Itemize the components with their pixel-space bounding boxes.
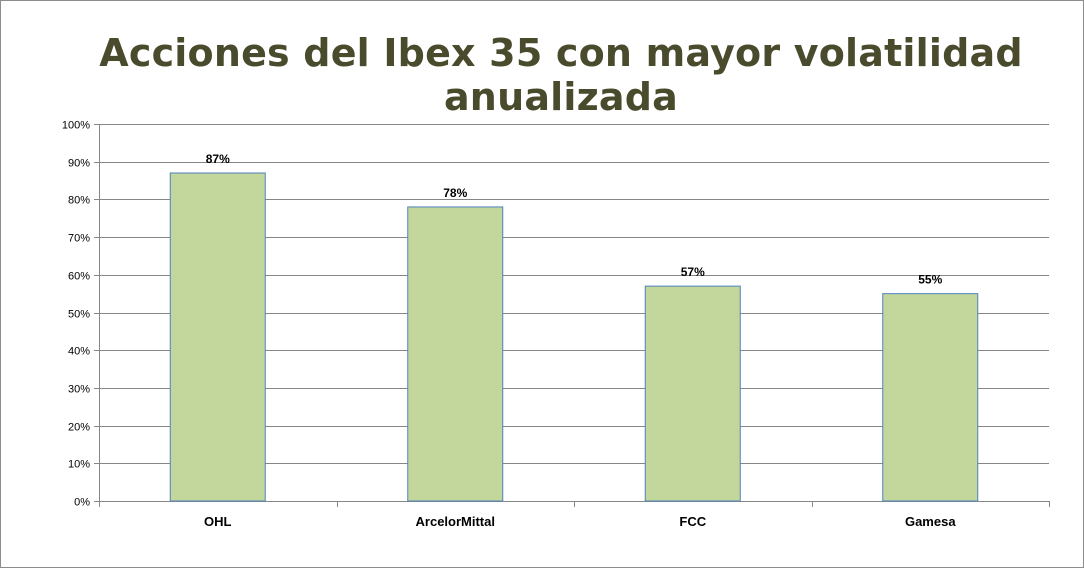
y-tick-label: 90% <box>68 158 90 170</box>
bar-arcelormittal <box>407 206 504 502</box>
y-tick-label: 0% <box>74 497 90 509</box>
data-label: 57% <box>681 265 705 279</box>
y-tick-label: 80% <box>68 195 90 207</box>
y-tick-label: 40% <box>68 346 90 358</box>
y-tick-label: 20% <box>68 422 90 434</box>
category-label: Gamesa <box>905 514 956 529</box>
y-tick-label: 60% <box>68 271 90 283</box>
category-label: ArcelorMittal <box>416 514 495 529</box>
chart-title: Acciones del Ibex 35 con mayor volatilid… <box>99 31 1023 119</box>
y-tick-label: 100% <box>62 120 90 132</box>
labels: 87% OHL 78% ArcelorMittal 57% FCC 55% Gamesa <box>204 152 956 529</box>
data-label: 87% <box>206 152 230 166</box>
bar-ohl <box>169 172 266 502</box>
category-label: FCC <box>679 514 706 529</box>
y-tick-label: 30% <box>68 384 90 396</box>
bar-fcc <box>644 285 741 502</box>
y-tick-label: 70% <box>68 233 90 245</box>
data-label: 55% <box>918 273 942 287</box>
bars <box>169 172 979 502</box>
y-tick-label: 50% <box>68 309 90 321</box>
category-label: OHL <box>204 514 232 529</box>
bar-gamesa <box>882 293 979 502</box>
y-tick-label: 10% <box>68 459 90 471</box>
data-label: 78% <box>443 186 467 200</box>
